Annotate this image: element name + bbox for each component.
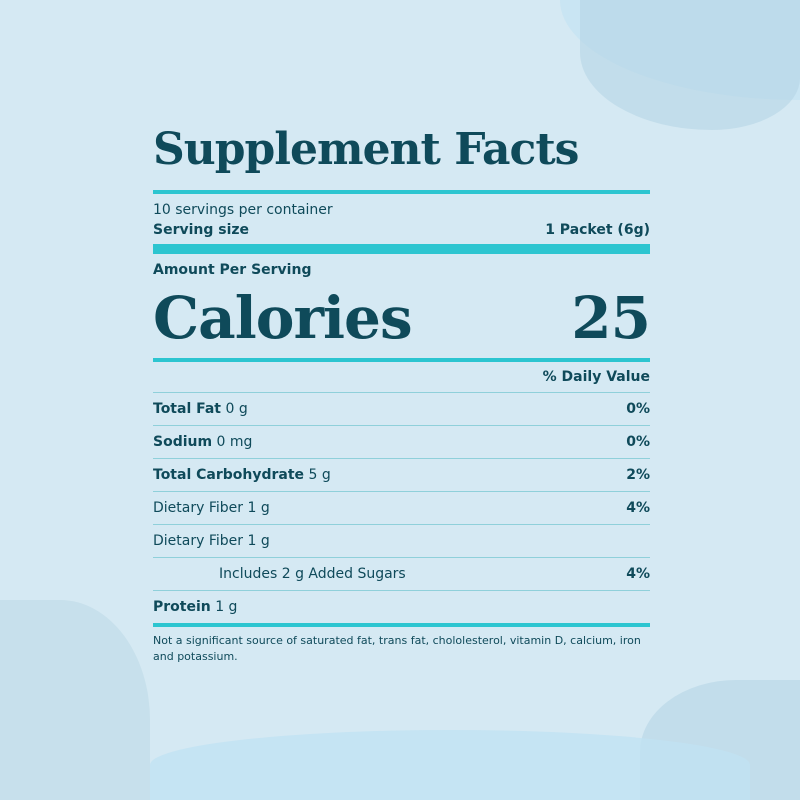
nutrient-name: Dietary Fiber 1 g [153,533,270,549]
nutrient-dv: 4% [626,500,650,516]
nutrient-amount: 0 mg [216,434,253,450]
nutrient-row: Includes 2 g Added Sugars 4% [153,558,650,590]
nutrient-amount: 0 g [225,401,248,417]
nutrient-name: Total Fat [153,401,222,417]
nutrient-row: Dietary Fiber 1 g [153,525,650,557]
nutrient-name: Dietary Fiber 1 g [153,500,270,516]
daily-value-header: % Daily Value [542,369,650,385]
nutrient-amount: 5 g [308,467,331,483]
divider [153,190,650,194]
amount-per-serving: Amount Per Serving [153,262,312,278]
nutrient-dv: 0% [626,434,650,450]
divider [153,458,650,459]
background-wave [150,730,750,800]
nutrient-amount: 1 g [215,599,238,615]
divider [153,392,650,393]
divider [153,557,650,558]
divider [153,623,650,627]
divider [153,491,650,492]
nutrient-name: Total Carbohydrate [153,467,305,483]
nutrient-name: Sodium [153,434,213,450]
nutrient-row: Total Carbohydrate 5 g 2% [153,459,650,491]
footnote: Not a significant source of saturated fa… [153,634,641,663]
nutrient-name: Includes 2 g Added Sugars [219,566,406,582]
serving-size-value: 1 Packet (6g) [545,222,650,238]
nutrient-row: Sodium 0 mg 0% [153,426,650,458]
servings-per-container: 10 servings per container [153,202,333,218]
calories-value: 25 [571,284,651,352]
nutrient-dv: 2% [626,467,650,483]
nutrient-dv: 0% [626,401,650,417]
divider [153,425,650,426]
divider [153,244,650,254]
nutrient-name: Protein [153,599,211,615]
divider [153,524,650,525]
divider [153,590,650,591]
nutrient-dv: 4% [626,566,650,582]
serving-size-label: Serving size [153,222,250,238]
divider [153,358,650,362]
page-title: Supplement Facts [153,124,579,175]
nutrient-row: Protein 1 g [153,591,650,623]
supplement-facts-panel: Supplement Facts 10 servings per contain… [153,110,651,665]
calories-label: Calories [153,284,413,352]
leaf-illustration [0,600,150,800]
nutrient-row: Total Fat 0 g 0% [153,393,650,425]
nutrient-row: Dietary Fiber 1 g 4% [153,492,650,524]
